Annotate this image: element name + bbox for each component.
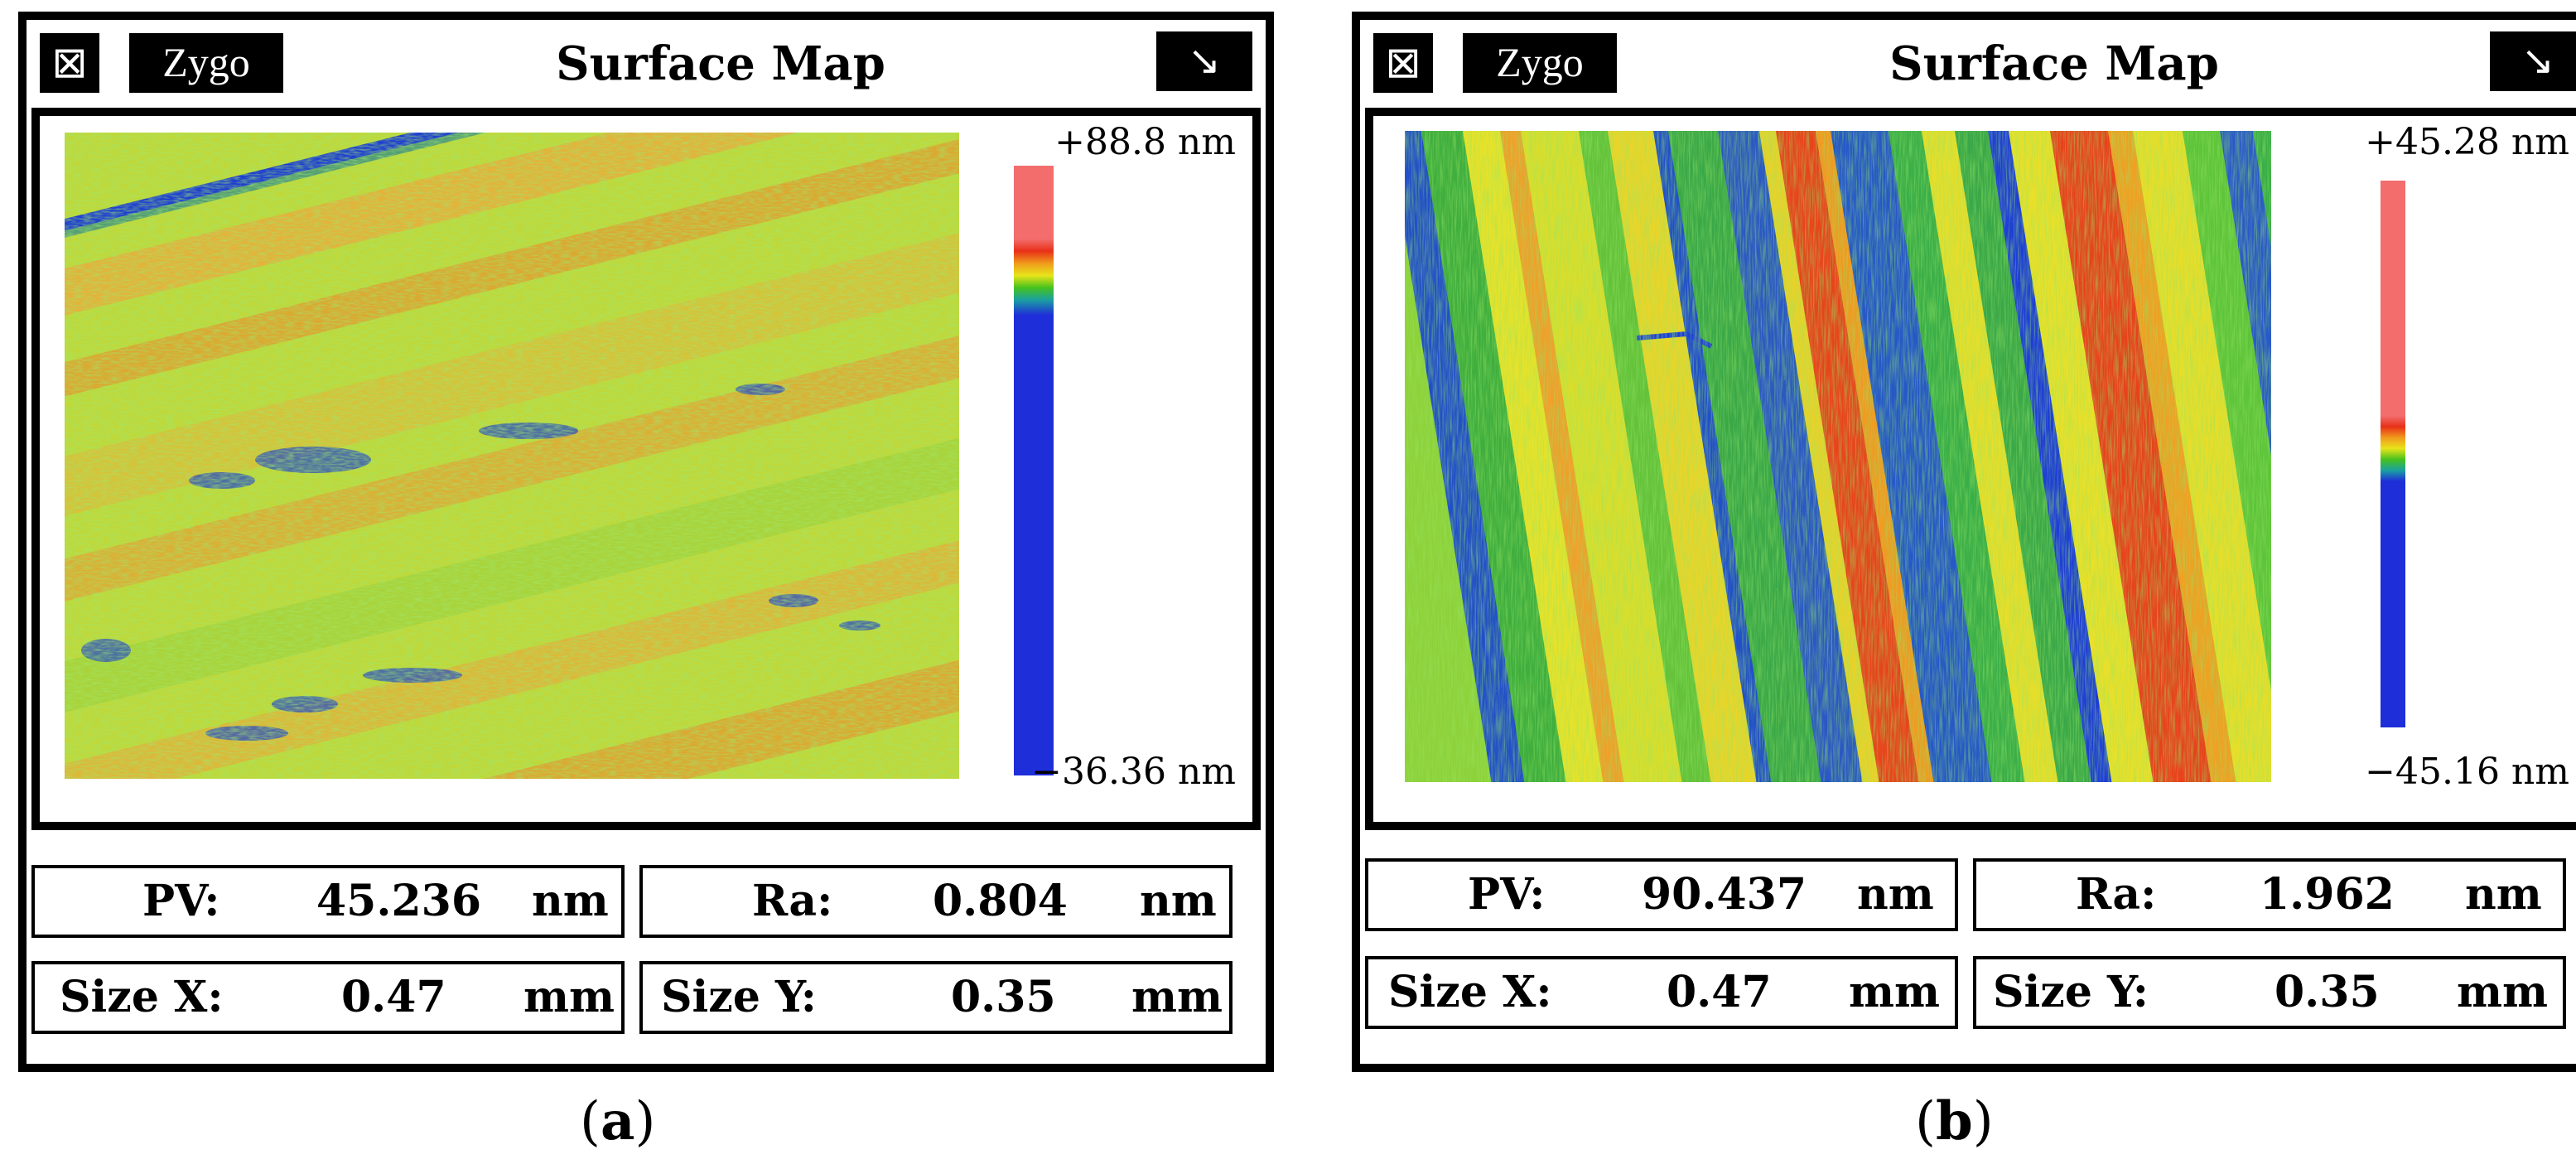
- map-frame: +88.8 nm −36.36 nm: [31, 108, 1261, 830]
- size-y-readout: Size Y: 0.35 mm: [639, 961, 1233, 1034]
- size-y-label: Size Y:: [661, 972, 817, 1022]
- caption-letter: a: [600, 1090, 635, 1152]
- scale-min-label: −45.16 nm: [2365, 751, 2569, 793]
- caption-b: (b): [1915, 1090, 1994, 1152]
- size-y-unit: mm: [2457, 967, 2549, 1017]
- ra-label: Ra:: [752, 876, 833, 926]
- pv-value: 45.236: [316, 876, 482, 926]
- resize-arrow-icon[interactable]: ↘: [2490, 31, 2576, 91]
- scale-min-label: −36.36 nm: [1031, 751, 1236, 793]
- ra-readout: Ra: 1.962 nm: [1973, 858, 2566, 931]
- ra-value: 1.962: [2260, 869, 2395, 920]
- size-x-readout: Size X: 0.47 mm: [1365, 956, 1958, 1029]
- size-x-value: 0.47: [1667, 967, 1772, 1017]
- ra-unit: nm: [2465, 869, 2542, 920]
- pv-unit: nm: [532, 876, 609, 926]
- size-x-readout: Size X: 0.47 mm: [31, 961, 625, 1034]
- surface-map-image: [65, 133, 959, 779]
- ra-label: Ra:: [2076, 869, 2157, 920]
- pv-readout: PV: 45.236 nm: [31, 865, 625, 938]
- pv-label: PV:: [1468, 869, 1546, 920]
- ra-value: 0.804: [933, 876, 1068, 926]
- height-color-scale: [2381, 181, 2405, 727]
- title-bar: ⊠ Zygo Surface Map ↘: [1360, 20, 2576, 103]
- size-y-value: 0.35: [2275, 967, 2380, 1017]
- close-icon[interactable]: ⊠: [1373, 33, 1433, 93]
- caption-letter: b: [1935, 1090, 1973, 1152]
- surface-map-image: [1405, 131, 2271, 782]
- window-title: Surface Map: [556, 36, 885, 91]
- title-bar: ⊠ Zygo Surface Map ↘: [27, 20, 1266, 103]
- size-y-label: Size Y:: [1993, 967, 2149, 1017]
- zygo-logo: Zygo: [129, 33, 283, 93]
- pv-unit: nm: [1857, 869, 1934, 920]
- pv-value: 90.437: [1642, 869, 1807, 920]
- ra-unit: nm: [1140, 876, 1217, 926]
- size-x-value: 0.47: [341, 972, 446, 1022]
- size-x-unit: mm: [1849, 967, 1941, 1017]
- resize-arrow-icon[interactable]: ↘: [1156, 31, 1252, 91]
- size-x-label: Size X:: [60, 972, 224, 1022]
- caption-a: (a): [580, 1090, 656, 1152]
- size-y-unit: mm: [1131, 972, 1223, 1022]
- scale-max-label: +88.8 nm: [1054, 121, 1236, 163]
- surface-map-window-b: ⊠ Zygo Surface Map ↘: [1352, 12, 2576, 1072]
- window-title: Surface Map: [1889, 36, 2219, 91]
- zygo-logo: Zygo: [1463, 33, 1617, 93]
- size-y-readout: Size Y: 0.35 mm: [1973, 956, 2566, 1029]
- scale-max-label: +45.28 nm: [2365, 121, 2569, 163]
- map-frame: +45.28 nm −45.16 nm: [1365, 108, 2576, 830]
- ra-readout: Ra: 0.804 nm: [639, 865, 1233, 938]
- size-x-unit: mm: [523, 972, 615, 1022]
- close-icon[interactable]: ⊠: [40, 33, 99, 93]
- surface-map-window-a: ⊠ Zygo Surface Map ↘: [18, 12, 1274, 1072]
- pv-readout: PV: 90.437 nm: [1365, 858, 1958, 931]
- height-color-scale: [1014, 166, 1054, 775]
- pv-label: PV:: [142, 876, 220, 926]
- size-y-value: 0.35: [951, 972, 1056, 1022]
- size-x-label: Size X:: [1388, 967, 1552, 1017]
